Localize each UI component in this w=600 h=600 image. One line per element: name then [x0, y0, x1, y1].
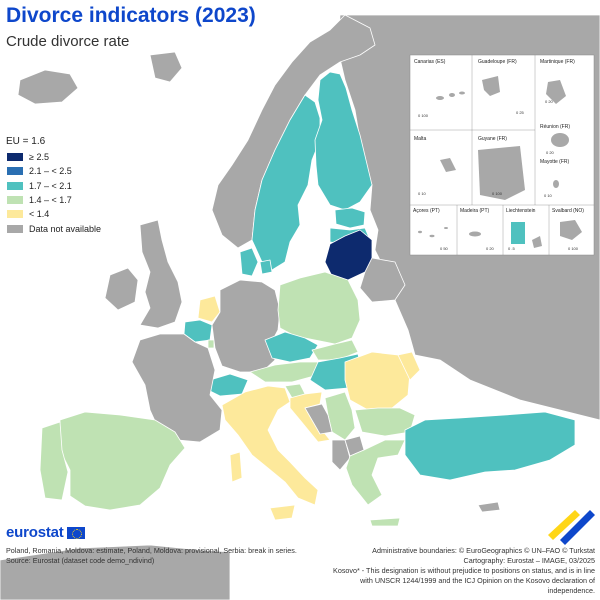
page-title: Divorce indicators (2023)	[6, 4, 256, 27]
scale-liechtenstein: 0 .5	[508, 246, 515, 251]
credits: Administrative boundaries: © EuroGeograp…	[330, 546, 595, 596]
legend-label: < 1.4	[29, 209, 50, 220]
page-subtitle: Crude divorce rate	[6, 33, 130, 50]
inset-label-canarias: Canarias (ES)	[414, 59, 446, 65]
country-netherlands	[197, 295, 221, 323]
country-bulgaria	[354, 407, 416, 437]
legend-item: Data not available	[6, 221, 101, 235]
legend-swatch	[6, 223, 24, 234]
country-germany	[211, 279, 281, 373]
country-greece	[345, 439, 406, 506]
legend-title: EU = 1.6	[6, 136, 46, 147]
inset-label-madeira: Madeira (PT)	[460, 208, 490, 214]
denmark-islands	[259, 259, 273, 275]
country-belarus	[359, 257, 406, 303]
scale-guyane: 0 100	[492, 191, 503, 196]
legend-label: 1.7 – < 2.1	[29, 180, 72, 191]
inset-label-svalbard: Svalbard (NO)	[552, 208, 584, 214]
footnote: Poland, Romania, Moldova: estimate, Pola…	[6, 546, 306, 566]
legend-swatch	[6, 166, 24, 177]
legend-item: ≥ 2.5	[6, 150, 101, 164]
scale-svalbard: 0 100	[568, 246, 579, 251]
country-turkiye	[404, 411, 576, 481]
country-iceland	[17, 69, 79, 105]
credits-cartography: Cartography: Eurostat – IMAGE, 03/2025	[463, 556, 595, 565]
eurostat-corner-graphic	[548, 510, 595, 545]
legend-label: ≥ 2.5	[29, 152, 49, 163]
footnote-note: Poland, Romania, Moldova: estimate, Pola…	[6, 546, 297, 555]
inset-label-guyane: Guyane (FR)	[478, 136, 507, 142]
footnote-source: Source: Eurostat (dataset code demo_ndiv…	[6, 556, 155, 565]
legend-swatch	[6, 152, 24, 163]
country-cyprus	[477, 501, 501, 513]
inset-label-reunion: Réunion (FR)	[540, 124, 570, 130]
country-albania	[331, 439, 351, 471]
legend-item: 1.4 – < 1.7	[6, 193, 101, 207]
country-norway	[211, 14, 376, 249]
legend-swatch	[6, 195, 24, 206]
legend-item: 2.1 – < 2.5	[6, 164, 101, 178]
sicily	[269, 504, 296, 521]
country-poland	[277, 271, 361, 345]
crete	[369, 517, 401, 527]
inset-label-acores: Açores (PT)	[413, 208, 440, 214]
legend-label: 2.1 – < 2.5	[29, 166, 72, 177]
credits-boundaries: Administrative boundaries: © EuroGeograp…	[372, 546, 595, 555]
country-slovakia	[311, 339, 359, 361]
scale-mayotte: 0 10	[544, 193, 553, 198]
inset-label-mayotte: Mayotte (FR)	[540, 159, 570, 165]
country-portugal	[39, 421, 69, 501]
inset-label-liechtenstein: Liechtenstein	[506, 208, 536, 214]
legend-label: 1.4 – < 1.7	[29, 195, 72, 206]
inset-panel	[409, 54, 595, 256]
legend: EU = 1.6 ≥ 2.5 2.1 – < 2.5 1.7 – < 2.1 1…	[6, 136, 101, 236]
country-france	[131, 333, 223, 443]
greenland	[149, 51, 183, 83]
scale-acores: 0 50	[440, 246, 449, 251]
country-estonia	[334, 207, 366, 229]
inset-label-malta: Malta	[414, 136, 426, 142]
sardinia	[229, 451, 243, 483]
logo-text: eurostat	[6, 524, 64, 541]
eurostat-logo: eurostat	[6, 524, 85, 541]
eu-flag-icon	[66, 526, 85, 539]
legend-label: Data not available	[29, 223, 102, 234]
legend-item: 1.7 – < 2.1	[6, 179, 101, 193]
country-italy	[221, 385, 319, 506]
north-africa	[0, 544, 231, 600]
country-moldova	[397, 351, 421, 381]
country-switzerland	[207, 373, 249, 397]
credits-kosovo: Kosovo* - This designation is without pr…	[333, 566, 595, 595]
country-denmark	[239, 247, 259, 277]
scale-martinique: 0 20	[545, 99, 554, 104]
country-bosnia	[304, 403, 333, 435]
country-uk	[139, 219, 183, 329]
country-luxembourg	[207, 339, 215, 349]
legend-swatch	[6, 209, 24, 220]
legend-swatch	[6, 180, 24, 191]
inset-label-martinique: Martinique (FR)	[540, 59, 575, 65]
scale-guadeloupe: 0 25	[516, 110, 525, 115]
country-ireland	[104, 267, 139, 311]
country-spain	[59, 411, 186, 511]
inset-label-guadeloupe: Guadeloupe (FR)	[478, 59, 517, 65]
legend-item: < 1.4	[6, 207, 101, 221]
scale-madeira: 0 20	[486, 246, 495, 251]
country-romania	[344, 351, 411, 411]
scale-reunion: 0 20	[546, 150, 555, 155]
scale-malta: 0 10	[418, 191, 427, 196]
scale-canarias: 0 100	[418, 113, 429, 118]
